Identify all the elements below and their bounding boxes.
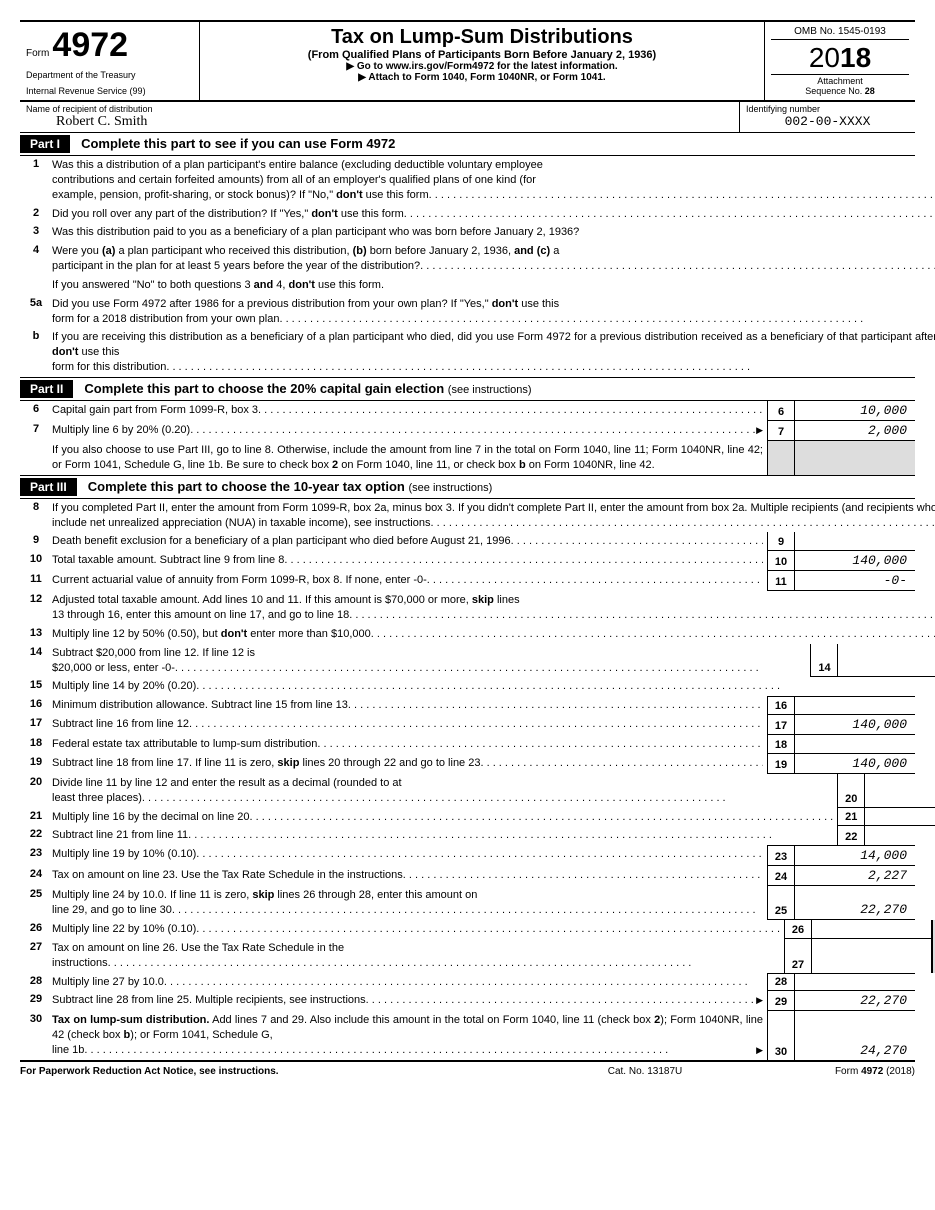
- name-row: Name of recipient of distribution Robert…: [20, 102, 915, 133]
- part1-header: Part I Complete this part to see if you …: [20, 133, 915, 156]
- dept-irs: Internal Revenue Service (99): [26, 87, 193, 97]
- line14-value[interactable]: [838, 644, 935, 678]
- line-26: 26 Multiply line 22 by 10% (0.10) 26: [20, 920, 932, 939]
- form-subtitle: (From Qualified Plans of Participants Bo…: [206, 49, 758, 61]
- line-27: 27 Tax on amount on line 26. Use the Tax…: [20, 939, 932, 973]
- id-value: 002-00-XXXX: [746, 114, 909, 129]
- lines-26-27-block: 26 Multiply line 22 by 10% (0.10) 26 27 …: [20, 920, 915, 973]
- line-3: 3 Was this distribution paid to you as a…: [20, 223, 935, 242]
- line29-value[interactable]: 22,270: [795, 991, 915, 1011]
- part2-title: Complete this part to choose the 20% cap…: [76, 381, 531, 396]
- footer-formref: Form 4972 (2018): [735, 1066, 915, 1077]
- line-22: 22 Subtract line 21 from line 11 22: [20, 826, 935, 845]
- line-18: 18 Federal estate tax attributable to lu…: [20, 735, 915, 754]
- line6-value[interactable]: 10,000: [795, 401, 915, 421]
- line-2: 2 Did you roll over any part of the dist…: [20, 205, 935, 224]
- line-19: 19 Subtract line 18 from line 17. If lin…: [20, 754, 915, 774]
- year-prefix: 20: [809, 42, 840, 73]
- form-label: Form: [26, 48, 49, 59]
- line-20: 20 Divide line 11 by line 12 and enter t…: [20, 774, 935, 808]
- line-7-note: If you also choose to use Part III, go t…: [20, 441, 915, 475]
- line30-value[interactable]: 24,270: [795, 1011, 915, 1060]
- line21-value[interactable]: [865, 808, 935, 827]
- part1-title: Complete this part to see if you can use…: [73, 136, 395, 151]
- line10-value[interactable]: 140,000: [795, 551, 915, 571]
- part1-body: 1 Was this a distribution of a plan part…: [20, 156, 915, 377]
- line-21: 21 Multiply line 16 by the decimal on li…: [20, 808, 935, 827]
- form-number: 4972: [52, 26, 128, 64]
- line-17: 17 Subtract line 16 from line 12 17 140,…: [20, 715, 915, 735]
- part2-badge: Part II: [20, 380, 73, 398]
- header-left: Form 4972 Department of the Treasury Int…: [20, 22, 200, 100]
- attach-instruction: ▶ Attach to Form 1040, Form 1040NR, or F…: [206, 72, 758, 83]
- goto-link: ▶ Go to www.irs.gov/Form4972 for the lat…: [206, 61, 758, 72]
- line-12: 12 Adjusted total taxable amount. Add li…: [20, 591, 915, 625]
- line25-value[interactable]: 22,270: [795, 886, 915, 920]
- line-8: 8 If you completed Part II, enter the am…: [20, 499, 915, 533]
- dept-treasury: Department of the Treasury: [26, 71, 193, 81]
- form-header: Form 4972 Department of the Treasury Int…: [20, 20, 915, 102]
- form-4972: Form 4972 Department of the Treasury Int…: [20, 20, 915, 1077]
- name-value: Robert C. Smith: [26, 114, 733, 130]
- line-1: 1 Was this a distribution of a plan part…: [20, 156, 935, 205]
- footer-notice: For Paperwork Reduction Act Notice, see …: [20, 1066, 555, 1077]
- name-label: Name of recipient of distribution: [26, 104, 733, 114]
- line-6: 6 Capital gain part from Form 1099-R, bo…: [20, 401, 915, 421]
- header-center: Tax on Lump-Sum Distributions (From Qual…: [200, 22, 765, 100]
- id-label: Identifying number: [746, 104, 909, 114]
- line-30: 30 Tax on lump-sum distribution. Add lin…: [20, 1011, 915, 1060]
- line-4-note: If you answered "No" to both questions 3…: [20, 276, 935, 295]
- lines-13-16-block: 13 Multiply line 12 by 50% (0.50), but d…: [20, 625, 915, 696]
- line27-value[interactable]: [812, 939, 932, 973]
- line-15: 15 Multiply line 14 by 20% (0.20) 15: [20, 677, 935, 696]
- header-right: OMB No. 1545-0193 2018 Attachment Sequen…: [765, 22, 915, 100]
- footer-catno: Cat. No. 13187U: [555, 1066, 735, 1077]
- line16-value[interactable]: [795, 696, 915, 715]
- line-25: 25 Multiply line 24 by 10.0. If line 11 …: [20, 886, 915, 920]
- line28-value[interactable]: [795, 973, 915, 992]
- part3-title: Complete this part to choose the 10-year…: [80, 479, 493, 494]
- line-29: 29 Subtract line 28 from line 25. Multip…: [20, 991, 915, 1011]
- identifying-number-field[interactable]: Identifying number 002-00-XXXX: [740, 102, 915, 132]
- form-title: Tax on Lump-Sum Distributions: [206, 26, 758, 49]
- line20-value[interactable]: [865, 774, 935, 808]
- part3-badge: Part III: [20, 478, 77, 496]
- line19-value[interactable]: 140,000: [795, 754, 915, 774]
- line-10: 10 Total taxable amount. Subtract line 9…: [20, 551, 915, 571]
- line26-value[interactable]: [812, 920, 932, 939]
- line-16: 16 Minimum distribution allowance. Subtr…: [20, 696, 915, 715]
- line-7: 7 Multiply line 6 by 20% (0.20) 7 2,000: [20, 421, 915, 441]
- line22-value[interactable]: [865, 826, 935, 845]
- line24-value[interactable]: 2,227: [795, 866, 915, 886]
- line-14: 14 Subtract $20,000 from line 12. If lin…: [20, 644, 935, 678]
- line-13: 13 Multiply line 12 by 50% (0.50), but d…: [20, 625, 935, 644]
- attachment-seq: Attachment Sequence No. 28: [771, 74, 909, 96]
- part3-header: Part III Complete this part to choose th…: [20, 475, 915, 499]
- tax-year: 2018: [771, 42, 909, 74]
- omb-number: OMB No. 1545-0193: [771, 26, 909, 40]
- line-23: 23 Multiply line 19 by 10% (0.10) 23 14,…: [20, 845, 915, 866]
- line-24: 24 Tax on amount on line 23. Use the Tax…: [20, 866, 915, 886]
- line18-value[interactable]: [795, 735, 915, 754]
- line-4: 4 Were you (a) a plan participant who re…: [20, 242, 935, 276]
- line11-value[interactable]: -0-: [795, 571, 915, 591]
- part1-badge: Part I: [20, 135, 70, 153]
- line-28: 28 Multiply line 27 by 10.0 28: [20, 973, 915, 992]
- year-suffix: 18: [840, 42, 871, 73]
- line-5a: 5a Did you use Form 4972 after 1986 for …: [20, 295, 935, 329]
- recipient-name-field[interactable]: Name of recipient of distribution Robert…: [20, 102, 740, 132]
- line9-value[interactable]: [795, 532, 915, 551]
- lines-20-22-block: 20 Divide line 11 by line 12 and enter t…: [20, 774, 915, 845]
- line7-value[interactable]: 2,000: [795, 421, 915, 441]
- part1-questions: 1 Was this a distribution of a plan part…: [20, 156, 935, 377]
- line-9: 9 Death benefit exclusion for a benefici…: [20, 532, 915, 551]
- line17-value[interactable]: 140,000: [795, 715, 915, 735]
- line-5b: b If you are receiving this distribution…: [20, 328, 935, 377]
- part2-header: Part II Complete this part to choose the…: [20, 377, 915, 401]
- line23-value[interactable]: 14,000: [795, 845, 915, 866]
- form-footer: For Paperwork Reduction Act Notice, see …: [20, 1060, 915, 1077]
- line-11: 11 Current actuarial value of annuity fr…: [20, 571, 915, 591]
